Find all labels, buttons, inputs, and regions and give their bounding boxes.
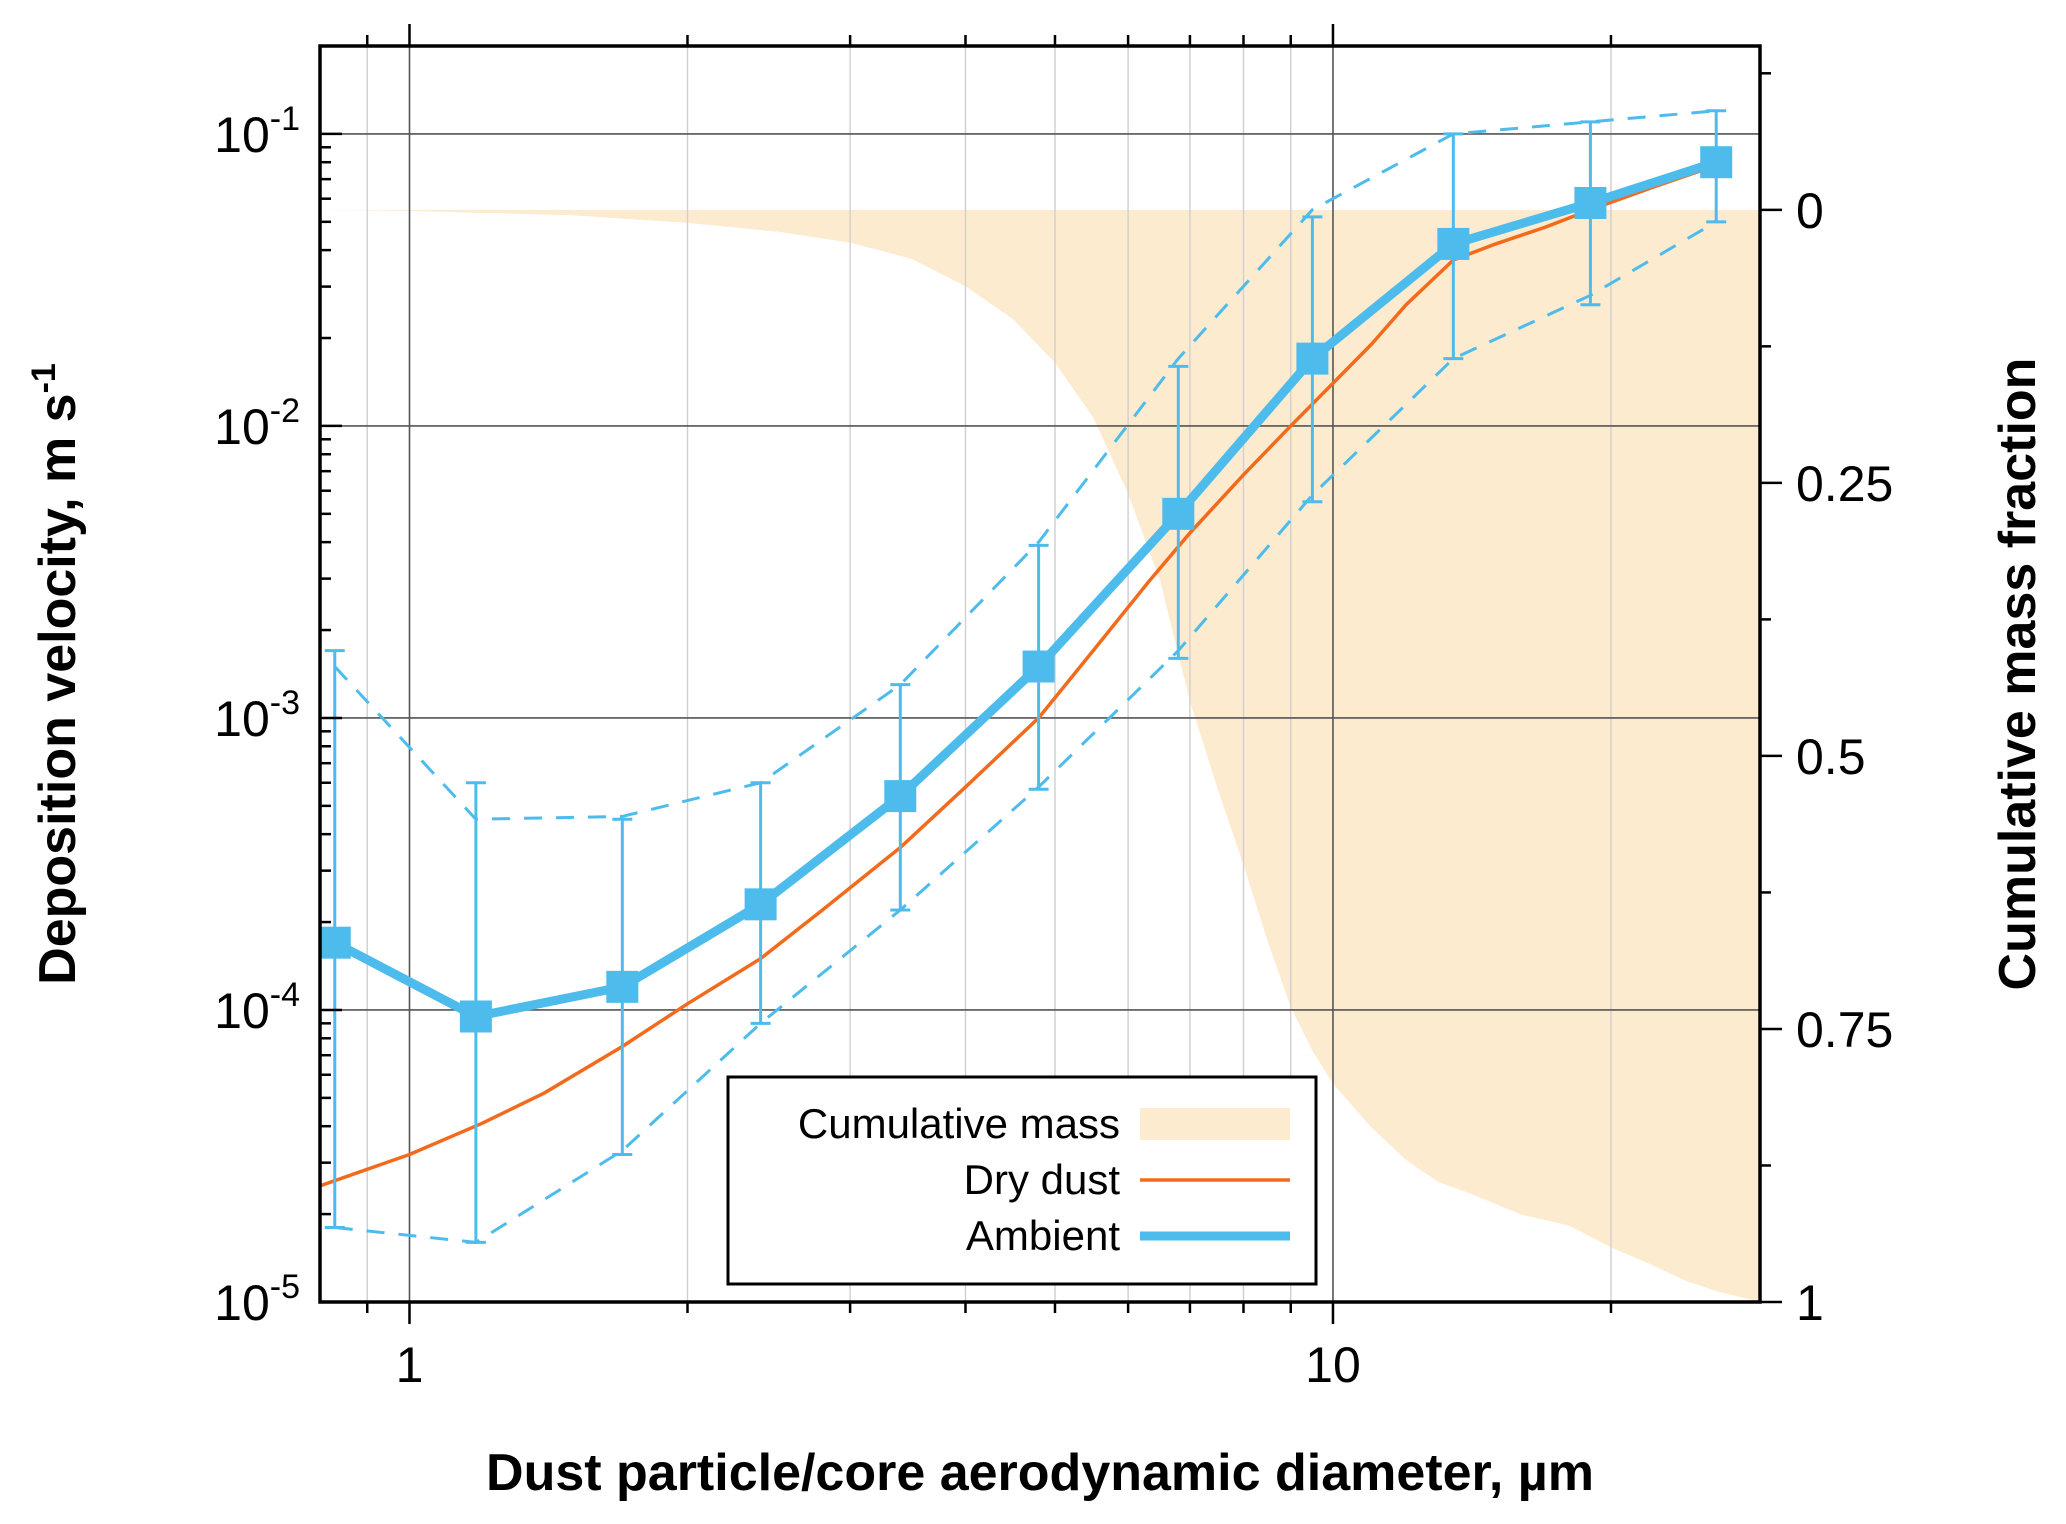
ambient-marker <box>318 926 351 959</box>
y-tick-label-base: 10 <box>214 691 270 747</box>
y2-tick-label: 0.75 <box>1796 1002 1893 1058</box>
ambient-layer <box>318 109 1733 1244</box>
legend-label-dry-dust: Dry dust <box>964 1156 1121 1203</box>
ambient-marker <box>1437 227 1470 260</box>
ambient-marker <box>1162 497 1195 530</box>
y2-tick-label: 0.25 <box>1796 456 1893 512</box>
ambient-marker <box>744 888 777 921</box>
y-tick-label-base: 10 <box>214 107 270 163</box>
cumulative-mass-area-layer <box>320 209 1760 1302</box>
y-axis-title: Deposition velocity, m s-1 <box>25 363 87 985</box>
y-tick-label-exponent: -3 <box>270 684 300 722</box>
plot-frame <box>318 44 1762 1304</box>
legend-swatch-cumulative-mass <box>1140 1108 1290 1140</box>
legend: Cumulative mass Dry dust Ambient <box>726 1075 1318 1286</box>
cumulative-mass-area <box>320 209 1760 1302</box>
ambient-marker <box>1022 650 1055 683</box>
ambient-marker <box>459 1000 492 1033</box>
ambient-marker <box>1700 146 1733 179</box>
x-axis-title: Dust particle/core aerodynamic diameter,… <box>486 1444 1594 1502</box>
plot-border <box>318 44 1762 1304</box>
y-tick-label-base: 10 <box>214 1275 270 1331</box>
y-axis-title-text: Deposition velocity, m s <box>29 393 87 984</box>
axis-ticks <box>320 24 1782 1324</box>
y2-tick-label: 1 <box>1796 1275 1824 1331</box>
y-tick-label-base: 10 <box>214 399 270 455</box>
y-tick-label: 10-5 <box>214 1268 300 1331</box>
ambient-marker <box>1574 186 1607 219</box>
y-tick-label: 10-3 <box>214 684 300 747</box>
y2-tick-label: 0 <box>1796 183 1824 239</box>
y-tick-label-exponent: -1 <box>270 100 300 138</box>
y-tick-label-exponent: -4 <box>270 976 300 1014</box>
legend-label-ambient: Ambient <box>966 1212 1120 1259</box>
legend-label-cumulative-mass: Cumulative mass <box>798 1100 1120 1147</box>
y-tick-label: 10-1 <box>214 100 300 163</box>
x-tick-label: 1 <box>396 1337 424 1393</box>
y-tick-label-exponent: -5 <box>270 1268 300 1306</box>
ambient-marker <box>606 970 639 1003</box>
ambient-marker <box>1296 342 1329 375</box>
y-tick-label: 10-4 <box>214 976 300 1039</box>
x-tick-label: 10 <box>1305 1337 1361 1393</box>
y-tick-label-exponent: -2 <box>270 392 300 430</box>
y2-axis-title: Cumulative mass fraction <box>1989 358 2047 991</box>
y-axis-title-exponent: -1 <box>25 363 63 393</box>
ambient-upper-dashed-line <box>333 109 1717 821</box>
ambient-marker <box>884 780 917 813</box>
y-tick-label: 10-2 <box>214 392 300 455</box>
y-tick-label-base: 10 <box>214 983 270 1039</box>
y2-tick-label: 0.5 <box>1796 729 1866 785</box>
